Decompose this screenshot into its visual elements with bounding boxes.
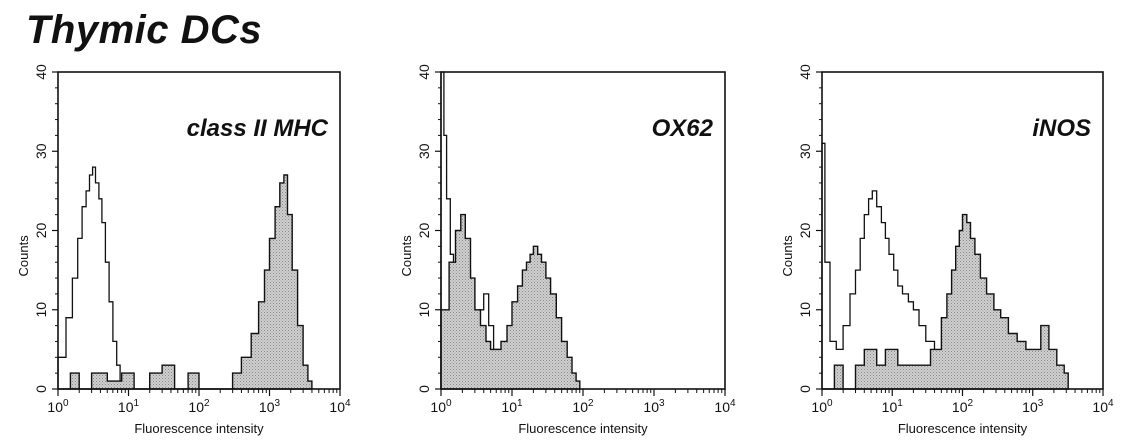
y-tick-label: 40 bbox=[416, 64, 432, 80]
y-axis-title: Counts bbox=[780, 235, 795, 277]
stained-histogram bbox=[58, 174, 313, 390]
x-tick-label: 104 bbox=[329, 398, 351, 415]
control-histogram bbox=[57, 166, 129, 390]
histogram-panel: 0 10 20 30 40 100 101 102 103 104 Fluorescence int… bbox=[780, 64, 1114, 436]
x-tick-label: 103 bbox=[643, 398, 665, 415]
x-tick-label: 102 bbox=[188, 398, 210, 415]
x-tick-label: 102 bbox=[572, 398, 594, 415]
histogram-panel: 0 10 20 30 40 100 101 102 103 104 Fluorescence int… bbox=[16, 64, 351, 436]
x-tick-label: 104 bbox=[714, 398, 736, 415]
x-axis-title: Fluorescence intensity bbox=[134, 421, 264, 436]
stained-histogram bbox=[822, 213, 1069, 390]
x-tick-label: 102 bbox=[952, 398, 974, 415]
x-tick-label: 101 bbox=[882, 398, 904, 415]
histogram-panel: 0 10 20 30 40 100 101 102 103 104 Fluorescence int… bbox=[399, 64, 736, 436]
y-axis-title: Counts bbox=[399, 235, 414, 277]
x-tick-label: 100 bbox=[811, 398, 833, 415]
y-tick-label: 40 bbox=[33, 64, 49, 80]
y-tick-label: 0 bbox=[797, 385, 813, 393]
x-tick-label: 104 bbox=[1092, 398, 1114, 415]
y-tick-label: 30 bbox=[797, 143, 813, 159]
y-tick-label: 30 bbox=[416, 143, 432, 159]
y-axis-title: Counts bbox=[16, 235, 31, 277]
y-tick-label: 10 bbox=[33, 302, 49, 318]
x-tick-label: 101 bbox=[118, 398, 140, 415]
marker-label: iNOS bbox=[1032, 115, 1091, 142]
y-tick-label: 20 bbox=[797, 223, 813, 239]
y-tick-label: 10 bbox=[797, 302, 813, 318]
stained-histogram bbox=[440, 213, 581, 390]
marker-label: class II MHC bbox=[187, 115, 329, 142]
y-tick-label: 20 bbox=[416, 223, 432, 239]
x-tick-label: 103 bbox=[1022, 398, 1044, 415]
x-axis-title: Fluorescence intensity bbox=[898, 421, 1028, 436]
y-tick-label: 20 bbox=[33, 223, 49, 239]
x-axis-title: Fluorescence intensity bbox=[518, 421, 648, 436]
y-tick-label: 30 bbox=[33, 143, 49, 159]
x-tick-label: 100 bbox=[430, 398, 452, 415]
x-tick-label: 100 bbox=[47, 398, 69, 415]
control-histogram bbox=[821, 142, 964, 389]
x-tick-label: 103 bbox=[259, 398, 281, 415]
y-tick-label: 10 bbox=[416, 302, 432, 318]
marker-label: OX62 bbox=[652, 115, 714, 142]
figure-title: Thymic DCs bbox=[26, 8, 263, 52]
y-tick-label: 0 bbox=[416, 385, 432, 393]
y-tick-label: 40 bbox=[797, 64, 813, 80]
y-tick-label: 0 bbox=[33, 385, 49, 393]
x-tick-label: 101 bbox=[501, 398, 523, 415]
